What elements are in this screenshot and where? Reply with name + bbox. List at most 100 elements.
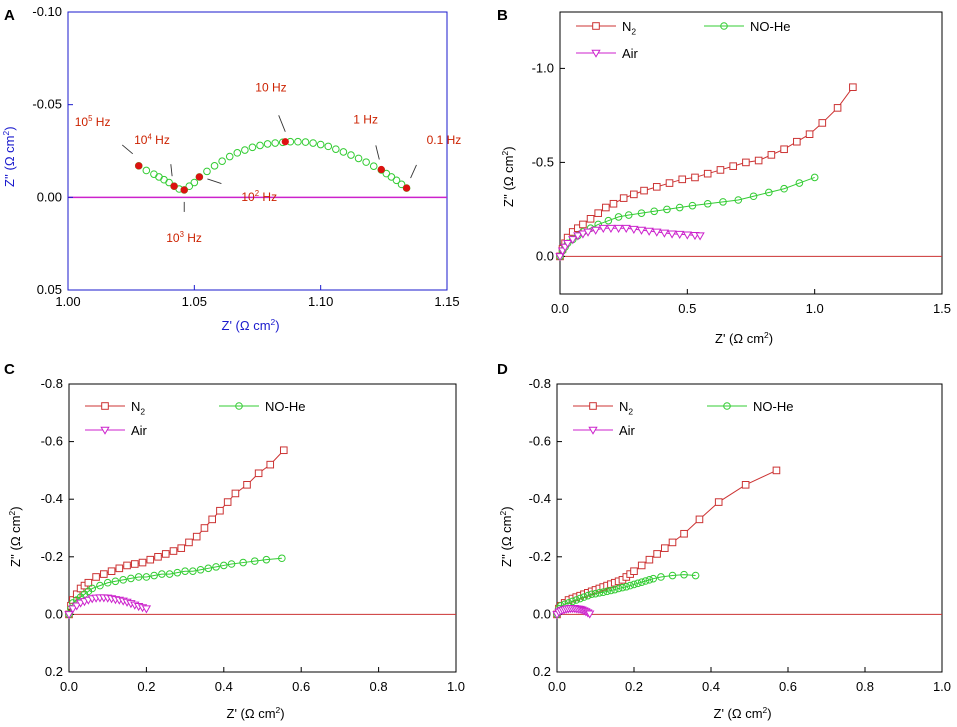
panel-d: D0.0 0.2 0.4 0.6 0.8 1.0-0.8-0.6-0.4-0.20.00.… bbox=[497, 361, 951, 721]
x-tick-label: 0.0 bbox=[551, 301, 569, 316]
data-point bbox=[795, 179, 804, 187]
data-point bbox=[223, 498, 232, 506]
series-n2 bbox=[553, 466, 781, 619]
data-point bbox=[301, 138, 310, 146]
data-point bbox=[630, 567, 638, 576]
data-point bbox=[203, 167, 211, 176]
annotation-arrow bbox=[170, 164, 173, 177]
data-point bbox=[688, 201, 697, 210]
x-tick-label: 0.4 bbox=[215, 679, 233, 694]
data-point bbox=[657, 573, 665, 581]
data-point bbox=[294, 137, 302, 146]
data-point bbox=[579, 220, 587, 229]
annotation-label: 0.1 Hz bbox=[427, 133, 462, 147]
data-point bbox=[810, 173, 819, 182]
data-point bbox=[88, 584, 97, 593]
data-point bbox=[614, 584, 623, 593]
panel-letter: D bbox=[497, 361, 508, 378]
data-point bbox=[849, 83, 857, 92]
data-point bbox=[624, 211, 633, 219]
data-point bbox=[225, 152, 234, 161]
data-point bbox=[369, 162, 378, 170]
data-point bbox=[189, 567, 197, 576]
x-tick-label: 0.8 bbox=[856, 679, 874, 694]
y-tick-label: -0.05 bbox=[32, 97, 62, 112]
data-point bbox=[622, 582, 631, 591]
y-axis-label: Z'' (Ω cm2​) bbox=[500, 146, 516, 207]
data-point bbox=[691, 571, 700, 580]
data-point bbox=[158, 570, 166, 578]
data-point bbox=[780, 184, 788, 193]
highlight-point bbox=[170, 182, 178, 190]
data-point bbox=[160, 175, 168, 184]
annotation-label: 105​ Hz bbox=[75, 114, 111, 129]
y-tick-label: 0.2 bbox=[45, 664, 63, 679]
plot-frame bbox=[556, 383, 943, 673]
x-axis-label: Z' (Ω cm2​) bbox=[227, 705, 285, 721]
data-point bbox=[271, 139, 279, 147]
data-point bbox=[714, 498, 723, 506]
data-point bbox=[107, 567, 116, 576]
data-point bbox=[637, 209, 646, 217]
data-point bbox=[610, 585, 619, 594]
data-point bbox=[695, 515, 704, 524]
data-point bbox=[196, 565, 205, 574]
data-point bbox=[663, 205, 671, 214]
legend-label-no-he: NO-He bbox=[265, 399, 305, 414]
legend: N2​ NO-He Air bbox=[573, 399, 793, 438]
y-tick-label: -0.10 bbox=[32, 4, 62, 19]
x-tick-label: 1.05 bbox=[182, 294, 207, 309]
data-point bbox=[586, 215, 595, 223]
data-point bbox=[142, 573, 151, 581]
y-tick-label: 0.0 bbox=[45, 606, 63, 621]
data-point bbox=[208, 515, 216, 524]
panel-a: A 1.00 1.05 1.10 1.15 -0.10 -0.05 0.00 0.05 Z' (Ω… bbox=[1, 4, 461, 333]
data-point bbox=[239, 558, 247, 567]
series-air bbox=[64, 594, 152, 620]
data-point bbox=[644, 227, 654, 236]
y-tick-label: -0.8 bbox=[529, 376, 551, 391]
data-point bbox=[691, 173, 699, 182]
data-point bbox=[695, 232, 705, 241]
y-tick-label: 0.0 bbox=[533, 606, 551, 621]
annotation-label: 10 Hz bbox=[255, 81, 286, 95]
data-point bbox=[703, 169, 712, 178]
data-point bbox=[262, 555, 271, 564]
data-point bbox=[141, 605, 152, 614]
annotation-label: 1 Hz bbox=[353, 113, 378, 127]
y-tick-label: -0.2 bbox=[529, 549, 551, 564]
data-point bbox=[619, 194, 628, 202]
highlight-point bbox=[281, 138, 289, 146]
data-point bbox=[665, 179, 674, 187]
highlight-point bbox=[195, 173, 203, 181]
data-point bbox=[84, 578, 93, 587]
x-tick-label: 0.6 bbox=[292, 679, 310, 694]
data-point bbox=[637, 561, 646, 570]
data-point bbox=[72, 602, 82, 611]
data-point bbox=[169, 547, 178, 555]
data-point bbox=[609, 199, 618, 208]
data-point bbox=[397, 180, 406, 189]
data-point bbox=[212, 563, 220, 571]
legend-marker bbox=[235, 402, 243, 410]
annotation-label: 102​ Hz bbox=[241, 189, 277, 204]
legend-label-n2: N2​ bbox=[622, 19, 636, 36]
data-point bbox=[103, 578, 112, 587]
data-point bbox=[578, 230, 588, 239]
plot-frame bbox=[67, 11, 448, 291]
plot-frame bbox=[68, 383, 457, 673]
y-tick-label: -0.8 bbox=[41, 376, 63, 391]
y-tick-label: -0.4 bbox=[41, 491, 63, 506]
data-point bbox=[100, 570, 108, 578]
data-point bbox=[719, 198, 727, 206]
data-point bbox=[190, 178, 199, 187]
legend-marker bbox=[720, 22, 728, 30]
data-point bbox=[576, 594, 584, 603]
data-point bbox=[833, 104, 842, 112]
x-tick-label: 0.0 bbox=[548, 679, 566, 694]
data-point bbox=[805, 130, 814, 138]
data-point bbox=[607, 586, 615, 595]
data-point bbox=[362, 158, 370, 166]
y-tick-label: 0.0 bbox=[536, 248, 554, 263]
legend-marker bbox=[589, 402, 597, 410]
